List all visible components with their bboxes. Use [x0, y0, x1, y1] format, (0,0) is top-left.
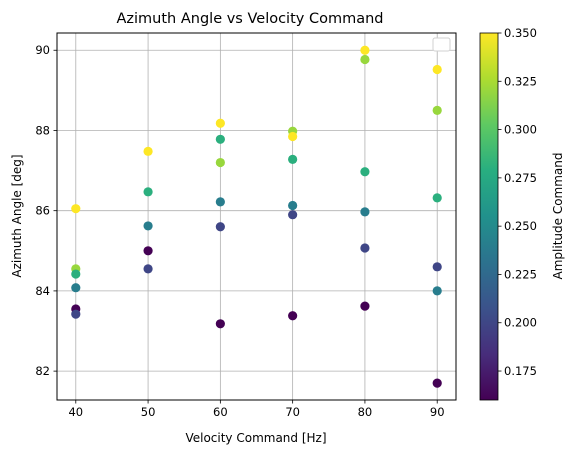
colorbar-tick-label: 0.250	[504, 219, 537, 233]
data-point	[288, 131, 298, 142]
data-point	[432, 64, 442, 75]
data-point	[288, 200, 298, 211]
x-tick-label: 90	[430, 405, 445, 419]
data-point	[432, 286, 442, 296]
data-point	[71, 309, 81, 319]
data-point	[432, 193, 442, 203]
x-axis-label: Velocity Command [Hz]	[185, 431, 326, 445]
colorbar-tick-label: 0.225	[504, 267, 537, 281]
y-tick-label: 84	[35, 284, 50, 298]
data-point	[71, 269, 81, 279]
colorbar	[479, 32, 499, 401]
colorbar-tick-label: 0.200	[504, 316, 537, 330]
data-point	[360, 167, 370, 177]
colorbar-ticks: 0.175 0.200 0.225 0.250 0.275 0.300 0.325 0.350	[498, 26, 537, 378]
colorbar-tick-label: 0.275	[504, 171, 537, 185]
data-point	[143, 146, 153, 156]
y-axis-label: Azimuth Angle [deg]	[10, 154, 24, 277]
data-point	[360, 45, 370, 55]
data-point	[288, 210, 298, 220]
data-point	[360, 207, 370, 217]
data-point	[143, 221, 153, 231]
data-point	[360, 301, 370, 311]
x-axis-ticks: 40 50 60 70 80 90	[68, 400, 445, 419]
data-point	[360, 54, 370, 65]
data-point	[215, 157, 225, 168]
data-point	[215, 222, 225, 232]
data-point	[215, 134, 225, 144]
data-point	[360, 243, 370, 253]
data-point	[432, 105, 442, 116]
y-tick-label: 90	[35, 43, 50, 57]
y-tick-label: 88	[35, 123, 50, 137]
data-point	[215, 118, 225, 128]
colorbar-tick-label: 0.350	[504, 26, 537, 40]
data-point	[143, 187, 153, 197]
colorbar-label: Amplitude Command	[551, 153, 565, 280]
x-tick-label: 60	[213, 405, 228, 419]
legend-box	[432, 37, 451, 52]
x-tick-label: 40	[68, 405, 83, 419]
data-points	[71, 45, 442, 388]
colorbar-tick-label: 0.300	[504, 123, 537, 137]
data-point	[143, 246, 153, 256]
x-tick-label: 50	[141, 405, 156, 419]
y-tick-label: 86	[35, 204, 50, 218]
data-point	[288, 311, 298, 321]
data-point	[215, 197, 225, 207]
data-point	[432, 378, 442, 388]
chart-title: Azimuth Angle vs Velocity Command	[117, 11, 384, 27]
colorbar-tick-label: 0.325	[504, 74, 537, 88]
x-tick-label: 70	[285, 405, 300, 419]
data-point	[432, 262, 442, 272]
grid-lines	[57, 33, 456, 400]
data-point	[143, 264, 153, 274]
data-point	[288, 154, 298, 164]
x-tick-label: 80	[358, 405, 373, 419]
plot-frame	[56, 32, 457, 401]
data-point	[215, 319, 225, 329]
data-point	[71, 204, 81, 214]
colorbar-tick-label: 0.175	[504, 364, 537, 378]
y-tick-label: 82	[35, 364, 50, 378]
data-point	[71, 283, 81, 293]
y-axis-ticks: 82 84 86 88 90	[35, 43, 57, 378]
